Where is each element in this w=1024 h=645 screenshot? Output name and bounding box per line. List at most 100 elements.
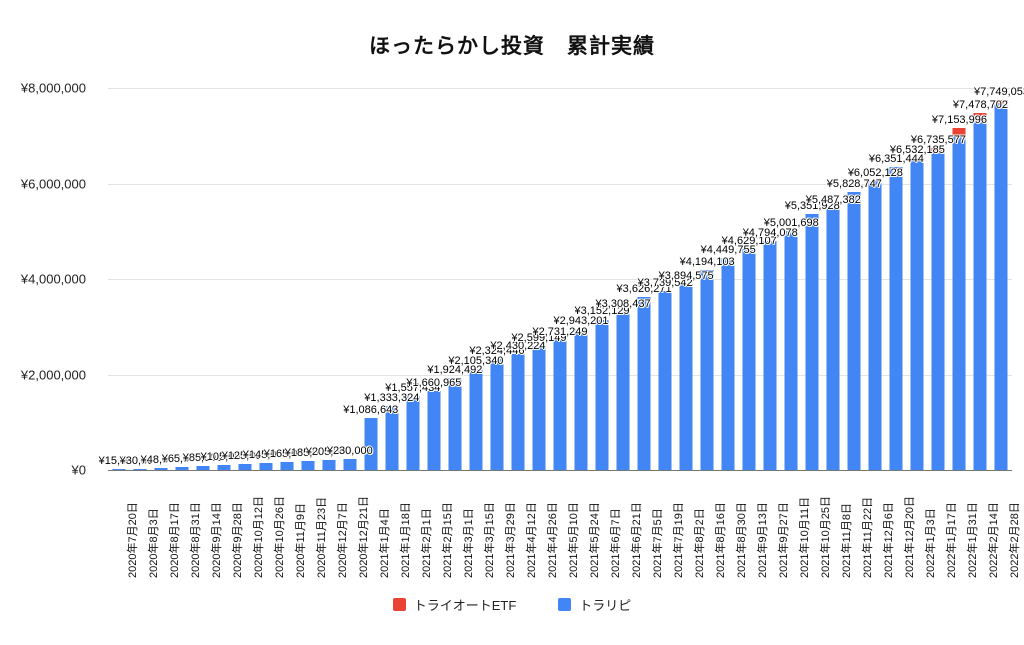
bar-value-label: ¥5,001,698 xyxy=(763,217,819,230)
bar-2021年9月27日 xyxy=(763,241,777,470)
bar-value-label: ¥85,000 xyxy=(182,451,223,464)
bar-value-label: ¥65,000 xyxy=(161,452,202,465)
x-axis-tick-label: 2020年8月3日 xyxy=(147,508,160,578)
x-axis-tick-label: 2020年9月14日 xyxy=(210,502,223,578)
x-axis-tick-label: 2020年11月23日 xyxy=(315,496,328,578)
bar-segment-toraripi xyxy=(931,152,945,470)
x-axis-tick-label: 2021年6月7日 xyxy=(610,508,623,578)
x-axis-tick-label: 2021年10月25日 xyxy=(820,496,833,578)
bar-segment-triauto-etf xyxy=(952,128,966,136)
bar-segment-toraripi xyxy=(847,191,861,470)
y-axis-tick-label: ¥8,000,000 xyxy=(20,80,86,96)
gridline xyxy=(108,183,1012,185)
bar-segment-toraripi xyxy=(637,296,651,470)
gridline xyxy=(108,88,1012,89)
bar-2021年8月30日 xyxy=(721,257,735,470)
bar-value-label: ¥3,626,271 xyxy=(616,282,672,295)
bar-2021年8月2日 xyxy=(679,284,693,470)
bar-2020年9月28日 xyxy=(217,465,231,470)
bar-value-label: ¥125,000 xyxy=(221,450,268,463)
x-axis-tick-label: 2021年11月8日 xyxy=(841,502,854,578)
bar-segment-toraripi xyxy=(259,463,273,470)
chart-title: ほったらかし投資 累計実績 xyxy=(369,35,655,58)
x-axis-tick-label: 2021年8月2日 xyxy=(694,508,707,578)
x-axis-tick-label: 2020年8月31日 xyxy=(189,502,202,578)
bar-value-label: ¥3,894,575 xyxy=(658,270,714,283)
x-axis-tick-label: 2021年3月29日 xyxy=(504,502,517,578)
bar-2021年3月15日 xyxy=(469,369,483,470)
bar-2021年4月26日 xyxy=(532,345,546,470)
bar-value-label: ¥1,333,324 xyxy=(364,392,420,405)
bar-2021年3月1日 xyxy=(448,378,462,470)
bar-value-label: ¥145,000 xyxy=(242,449,289,462)
y-axis-tick-label: ¥6,000,000 xyxy=(20,176,86,191)
bar-segment-toraripi xyxy=(679,284,693,470)
bar-value-label: ¥4,449,755 xyxy=(700,243,756,256)
legend-swatch-red xyxy=(392,597,406,611)
bar-2021年12月6日 xyxy=(868,181,882,470)
x-axis-tick-label: 2022年1月17日 xyxy=(946,502,959,578)
x-axis-tick-label: 2021年11月22日 xyxy=(862,496,875,578)
bar-segment-toraripi xyxy=(469,369,483,470)
bar-2021年6月7日 xyxy=(595,319,609,470)
bar-value-label: ¥105,000 xyxy=(200,450,247,463)
bar-2021年12月20日 xyxy=(889,166,903,470)
bar-value-label: ¥7,749,053 xyxy=(973,85,1024,98)
bar-value-label: ¥5,351,928 xyxy=(784,200,840,213)
bar-2020年8月3日 xyxy=(133,468,147,470)
bar-2020年9月14日 xyxy=(196,465,210,470)
bar-value-label: ¥2,943,201 xyxy=(553,315,609,328)
x-axis-tick-label: 2021年8月16日 xyxy=(715,502,728,578)
bar-segment-toraripi xyxy=(427,390,441,470)
bar-value-label: ¥165,000 xyxy=(263,448,310,461)
bar-2021年5月24日 xyxy=(574,329,588,470)
bar-value-label: ¥15,000 xyxy=(98,455,139,468)
x-axis-tick-label: 2022年2月28日 xyxy=(1009,502,1022,578)
x-axis-tick-label: 2021年1月4日 xyxy=(378,508,391,578)
bar-2020年7月20日 xyxy=(112,469,125,470)
x-axis-tick-label: 2021年4月26日 xyxy=(546,502,559,578)
bar-value-label: ¥4,194,103 xyxy=(679,255,735,268)
x-axis-tick-label: 2020年10月26日 xyxy=(273,496,286,578)
bar-segment-toraripi xyxy=(448,378,462,470)
bar-segment-toraripi xyxy=(595,319,609,470)
bar-2021年11月22日 xyxy=(847,191,861,470)
bar-2021年1月18日 xyxy=(385,406,399,470)
bar-segment-toraripi xyxy=(910,160,924,470)
bar-value-label: ¥6,532,185 xyxy=(889,144,945,157)
bar-value-label: ¥185,000 xyxy=(284,447,331,460)
x-axis-tick-label: 2021年6月21日 xyxy=(631,502,644,578)
bar-value-label: ¥2,430,224 xyxy=(490,339,546,352)
bar-value-label: ¥2,105,340 xyxy=(448,355,504,368)
x-axis-tick-label: 2021年9月27日 xyxy=(778,502,791,578)
bar-2020年11月23日 xyxy=(301,461,315,470)
bar-segment-toraripi xyxy=(385,406,399,470)
bar-2021年9月13日 xyxy=(742,248,756,470)
x-axis-tick-label: 2021年12月6日 xyxy=(883,502,896,578)
bar-segment-toraripi xyxy=(280,462,294,470)
bar-2021年4月12日 xyxy=(511,353,525,470)
bar-2022年2月28日 xyxy=(994,99,1008,470)
x-axis-tick-label: 2020年8月17日 xyxy=(168,502,181,578)
bar-2020年8月17日 xyxy=(154,467,168,470)
plot-area: ¥8,000,000 ¥6,000,000 ¥4,000,000 ¥2,000,000… xyxy=(21,81,1024,478)
x-axis-tick-label: 2021年3月1日 xyxy=(462,508,475,578)
bar-value-label: ¥3,308,437 xyxy=(595,298,651,311)
x-axis-tick-label: 2020年10月12日 xyxy=(252,496,265,578)
bar-segment-toraripi xyxy=(217,465,231,470)
bar-2020年12月21日 xyxy=(343,459,357,470)
bar-value-label: ¥2,324,446 xyxy=(469,345,525,357)
bar-2021年10月11日 xyxy=(784,231,798,470)
x-axis-tick-label: 2021年5月10日 xyxy=(568,502,580,578)
x-axis-tick-label: 2021年10月11日 xyxy=(799,496,812,578)
bar-value-label: ¥1,924,492 xyxy=(427,364,483,377)
bar-segment-triauto-etf xyxy=(994,99,1008,105)
bar-2022年1月17日 xyxy=(931,148,945,470)
bar-2020年12月7日 xyxy=(322,460,336,470)
bar-segment-toraripi xyxy=(721,257,735,470)
x-axis-tick-label: 2021年5月24日 xyxy=(589,502,602,578)
bar-segment-toraripi xyxy=(343,459,357,470)
bar-2021年2月1日 xyxy=(406,395,420,470)
bar-2020年11月9日 xyxy=(280,462,294,470)
bar-segment-toraripi xyxy=(196,465,210,470)
